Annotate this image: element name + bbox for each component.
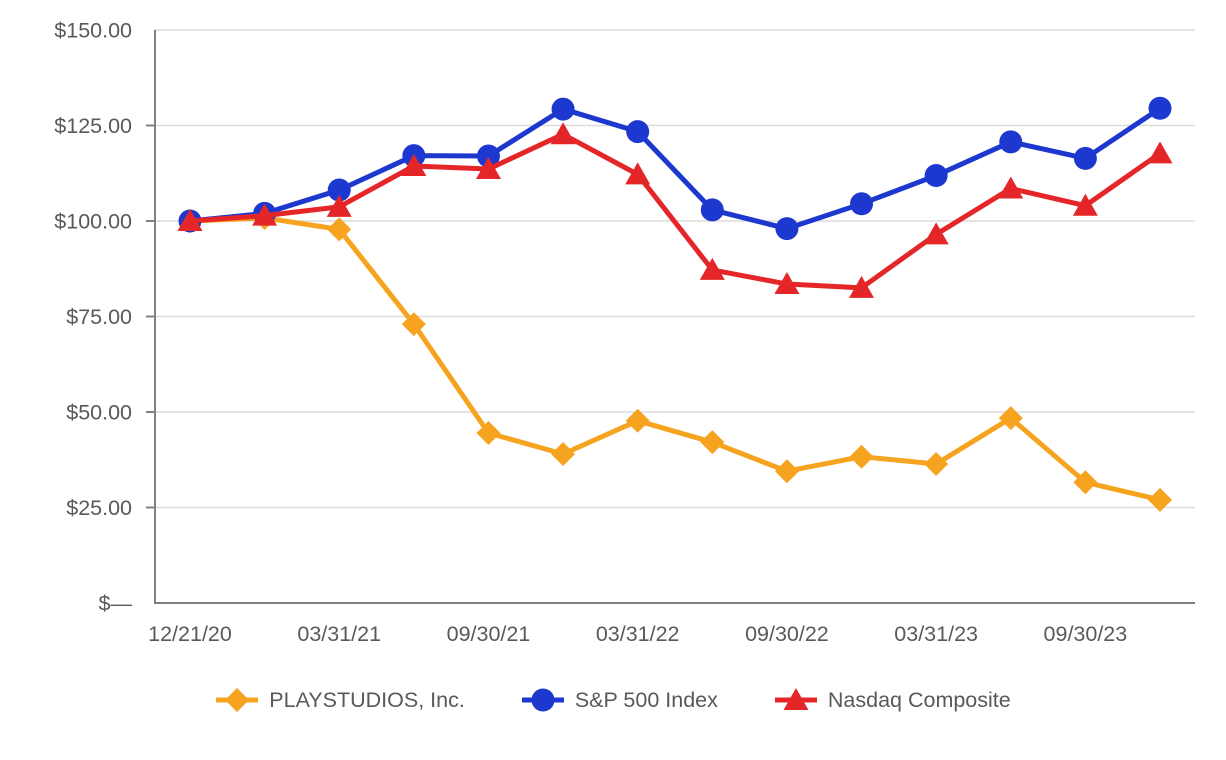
legend-label-playstudios: PLAYSTUDIOS, Inc. [269, 687, 465, 712]
y-axis-tick-label: $125.00 [54, 114, 132, 138]
legend-item-playstudios: PLAYSTUDIOS, Inc. [215, 686, 465, 714]
series-s-p-500-index [178, 96, 1172, 241]
chart-legend: PLAYSTUDIOS, Inc. S&P 500 Index Nasdaq C… [0, 686, 1226, 714]
series-line-s-p-500-index [187, 105, 1163, 232]
triangle-marker-icon [774, 688, 817, 710]
series-line-nasdaq-composite [187, 131, 1163, 291]
y-axis-tick-label: $50.00 [66, 401, 132, 425]
line-chart-plot: $150.00 $125.00 $100.00 $75.00 $50.00 $25.00 $… [54, 19, 1195, 646]
diamond-marker-icon [216, 688, 259, 712]
y-axis-tick-label: $25.00 [66, 496, 132, 520]
x-axis-tick-label: 09/30/21 [447, 622, 531, 646]
x-axis-tick-label: 09/30/23 [1044, 622, 1128, 646]
series-playstudios-inc [178, 205, 1172, 512]
legend-label-nasdaq: Nasdaq Composite [827, 687, 1011, 712]
x-axis-tick-label: 12/21/20 [148, 622, 232, 646]
series-nasdaq-composite [177, 122, 1173, 298]
series-line-playstudios-inc [187, 215, 1163, 503]
x-axis-tick-label: 03/31/23 [894, 622, 978, 646]
x-axis-tick-label: 03/31/21 [297, 622, 381, 646]
x-axis-tick-label: 09/30/22 [745, 622, 829, 646]
y-axis-tick-label: $75.00 [66, 305, 132, 329]
y-axis-tick-label: $— [99, 592, 133, 616]
legend-label-sp500: S&P 500 Index [574, 687, 718, 712]
y-axis-tick-label: $150.00 [54, 19, 132, 43]
x-axis-tick-label: 03/31/22 [596, 622, 680, 646]
legend-item-nasdaq: Nasdaq Composite [774, 686, 1011, 714]
circle-marker-icon [521, 688, 564, 712]
y-axis-tick-label: $100.00 [54, 210, 132, 234]
legend-item-sp500: S&P 500 Index [521, 686, 718, 714]
